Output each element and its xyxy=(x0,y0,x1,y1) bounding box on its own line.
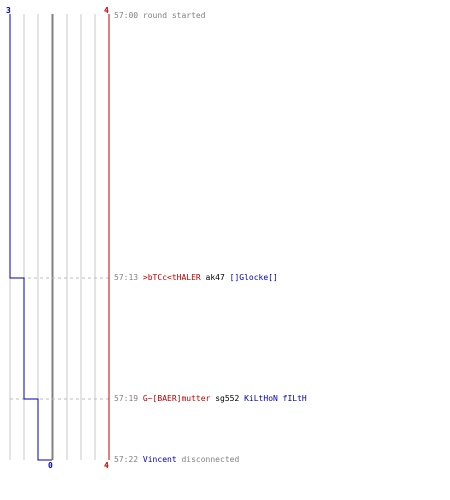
event-message: disconnected xyxy=(181,455,240,464)
team2-step-line xyxy=(9,14,52,461)
event-round-started: 57:00 round started xyxy=(114,11,206,21)
event-kill: 57:19 G~[BAER]mutter sg552 KiLtHoN fILtH xyxy=(114,394,307,404)
event-time: 57:00 xyxy=(114,11,139,20)
player-grid xyxy=(9,14,96,460)
victim-name: KiLtHoN fILtH xyxy=(244,394,307,403)
weapon-name: ak47 xyxy=(205,273,225,282)
weapon-name: sg552 xyxy=(215,394,240,403)
killer-name: >bTCc<tHALER xyxy=(142,273,201,282)
event-time: 57:22 xyxy=(114,455,139,464)
event-time: 57:13 xyxy=(114,273,139,282)
event-kill: 57:13 >bTCc<tHALER ak47 []Glocke[] xyxy=(114,273,278,283)
event-message: round started xyxy=(142,11,206,20)
event-time: 57:19 xyxy=(114,394,139,403)
team2-start-score: 3 xyxy=(6,6,11,15)
team1-end-score: 4 xyxy=(104,461,109,470)
killer-name: G~[BAER]mutter xyxy=(142,394,211,403)
event-player-disconnected: 57:22 Vincent disconnected xyxy=(114,455,239,465)
team2-score-line xyxy=(9,14,52,461)
team1-start-score: 4 xyxy=(104,6,109,15)
player-name: Vincent xyxy=(142,455,177,464)
victim-name: []Glocke[] xyxy=(229,273,278,282)
event-guide-lines xyxy=(10,277,109,400)
team2-end-score: 0 xyxy=(48,461,53,470)
